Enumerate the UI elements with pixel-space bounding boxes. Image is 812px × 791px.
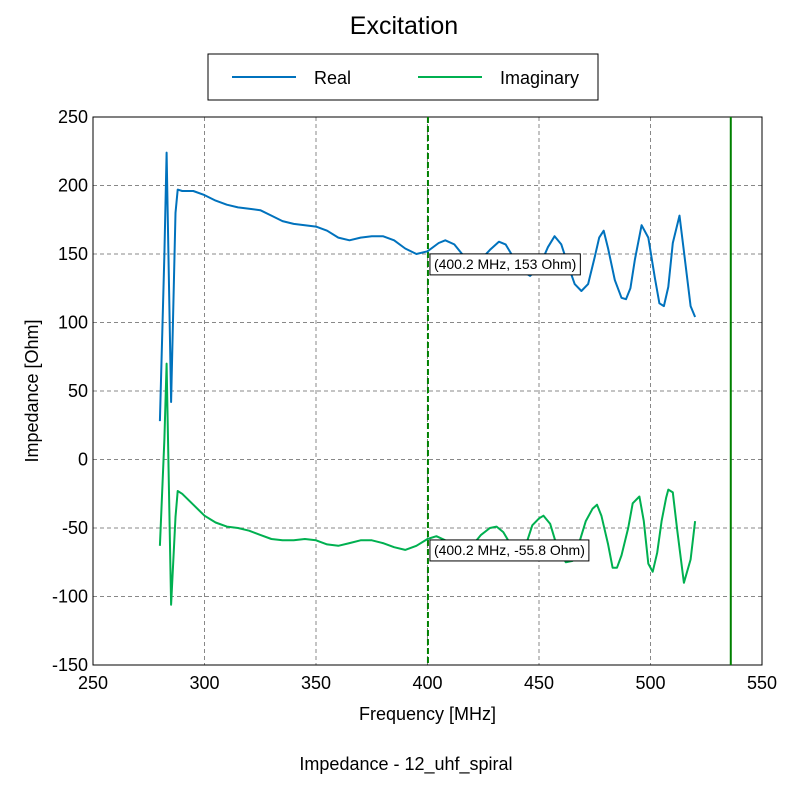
annotation-1: (400.2 MHz, 153 Ohm) bbox=[429, 253, 581, 276]
y-tick-label: 100 bbox=[58, 313, 88, 333]
y-axis-label: Impedance [Ohm] bbox=[22, 319, 42, 462]
x-tick-label: 550 bbox=[747, 673, 777, 693]
series-line-imaginary bbox=[158, 362, 697, 606]
x-tick-label: 350 bbox=[301, 673, 331, 693]
x-tick-label: 500 bbox=[635, 673, 665, 693]
figure-caption: Impedance - 12_uhf_spiral bbox=[299, 754, 513, 774]
y-tick-label: 250 bbox=[58, 107, 88, 127]
x-tick-label: 300 bbox=[189, 673, 219, 693]
y-tick-label: -50 bbox=[62, 518, 88, 538]
y-tick-label: 200 bbox=[58, 176, 88, 196]
legend-label: Imaginary bbox=[500, 68, 579, 88]
x-tick-label: 250 bbox=[78, 673, 108, 693]
legend: Real Imaginary bbox=[207, 53, 599, 101]
annotation-label: (400.2 MHz, -55.8 Ohm) bbox=[434, 542, 585, 558]
y-tick-label: 0 bbox=[78, 450, 88, 470]
x-tick-label: 450 bbox=[524, 673, 554, 693]
annotation-box bbox=[429, 253, 581, 276]
y-tick-label: 150 bbox=[58, 244, 88, 264]
x-axis-label: Frequency [MHz] bbox=[359, 704, 496, 724]
annotation-box bbox=[429, 539, 590, 562]
legend-label: Real bbox=[314, 68, 351, 88]
annotation-label: (400.2 MHz, 153 Ohm) bbox=[434, 256, 576, 272]
chart-title: Excitation bbox=[350, 12, 458, 40]
annotation-2: (400.2 MHz, -55.8 Ohm) bbox=[429, 539, 590, 562]
y-tick-label: -150 bbox=[52, 655, 88, 675]
y-tick-label: 50 bbox=[68, 381, 88, 401]
x-tick-label: 400 bbox=[412, 673, 442, 693]
y-tick-label: -100 bbox=[52, 587, 88, 607]
